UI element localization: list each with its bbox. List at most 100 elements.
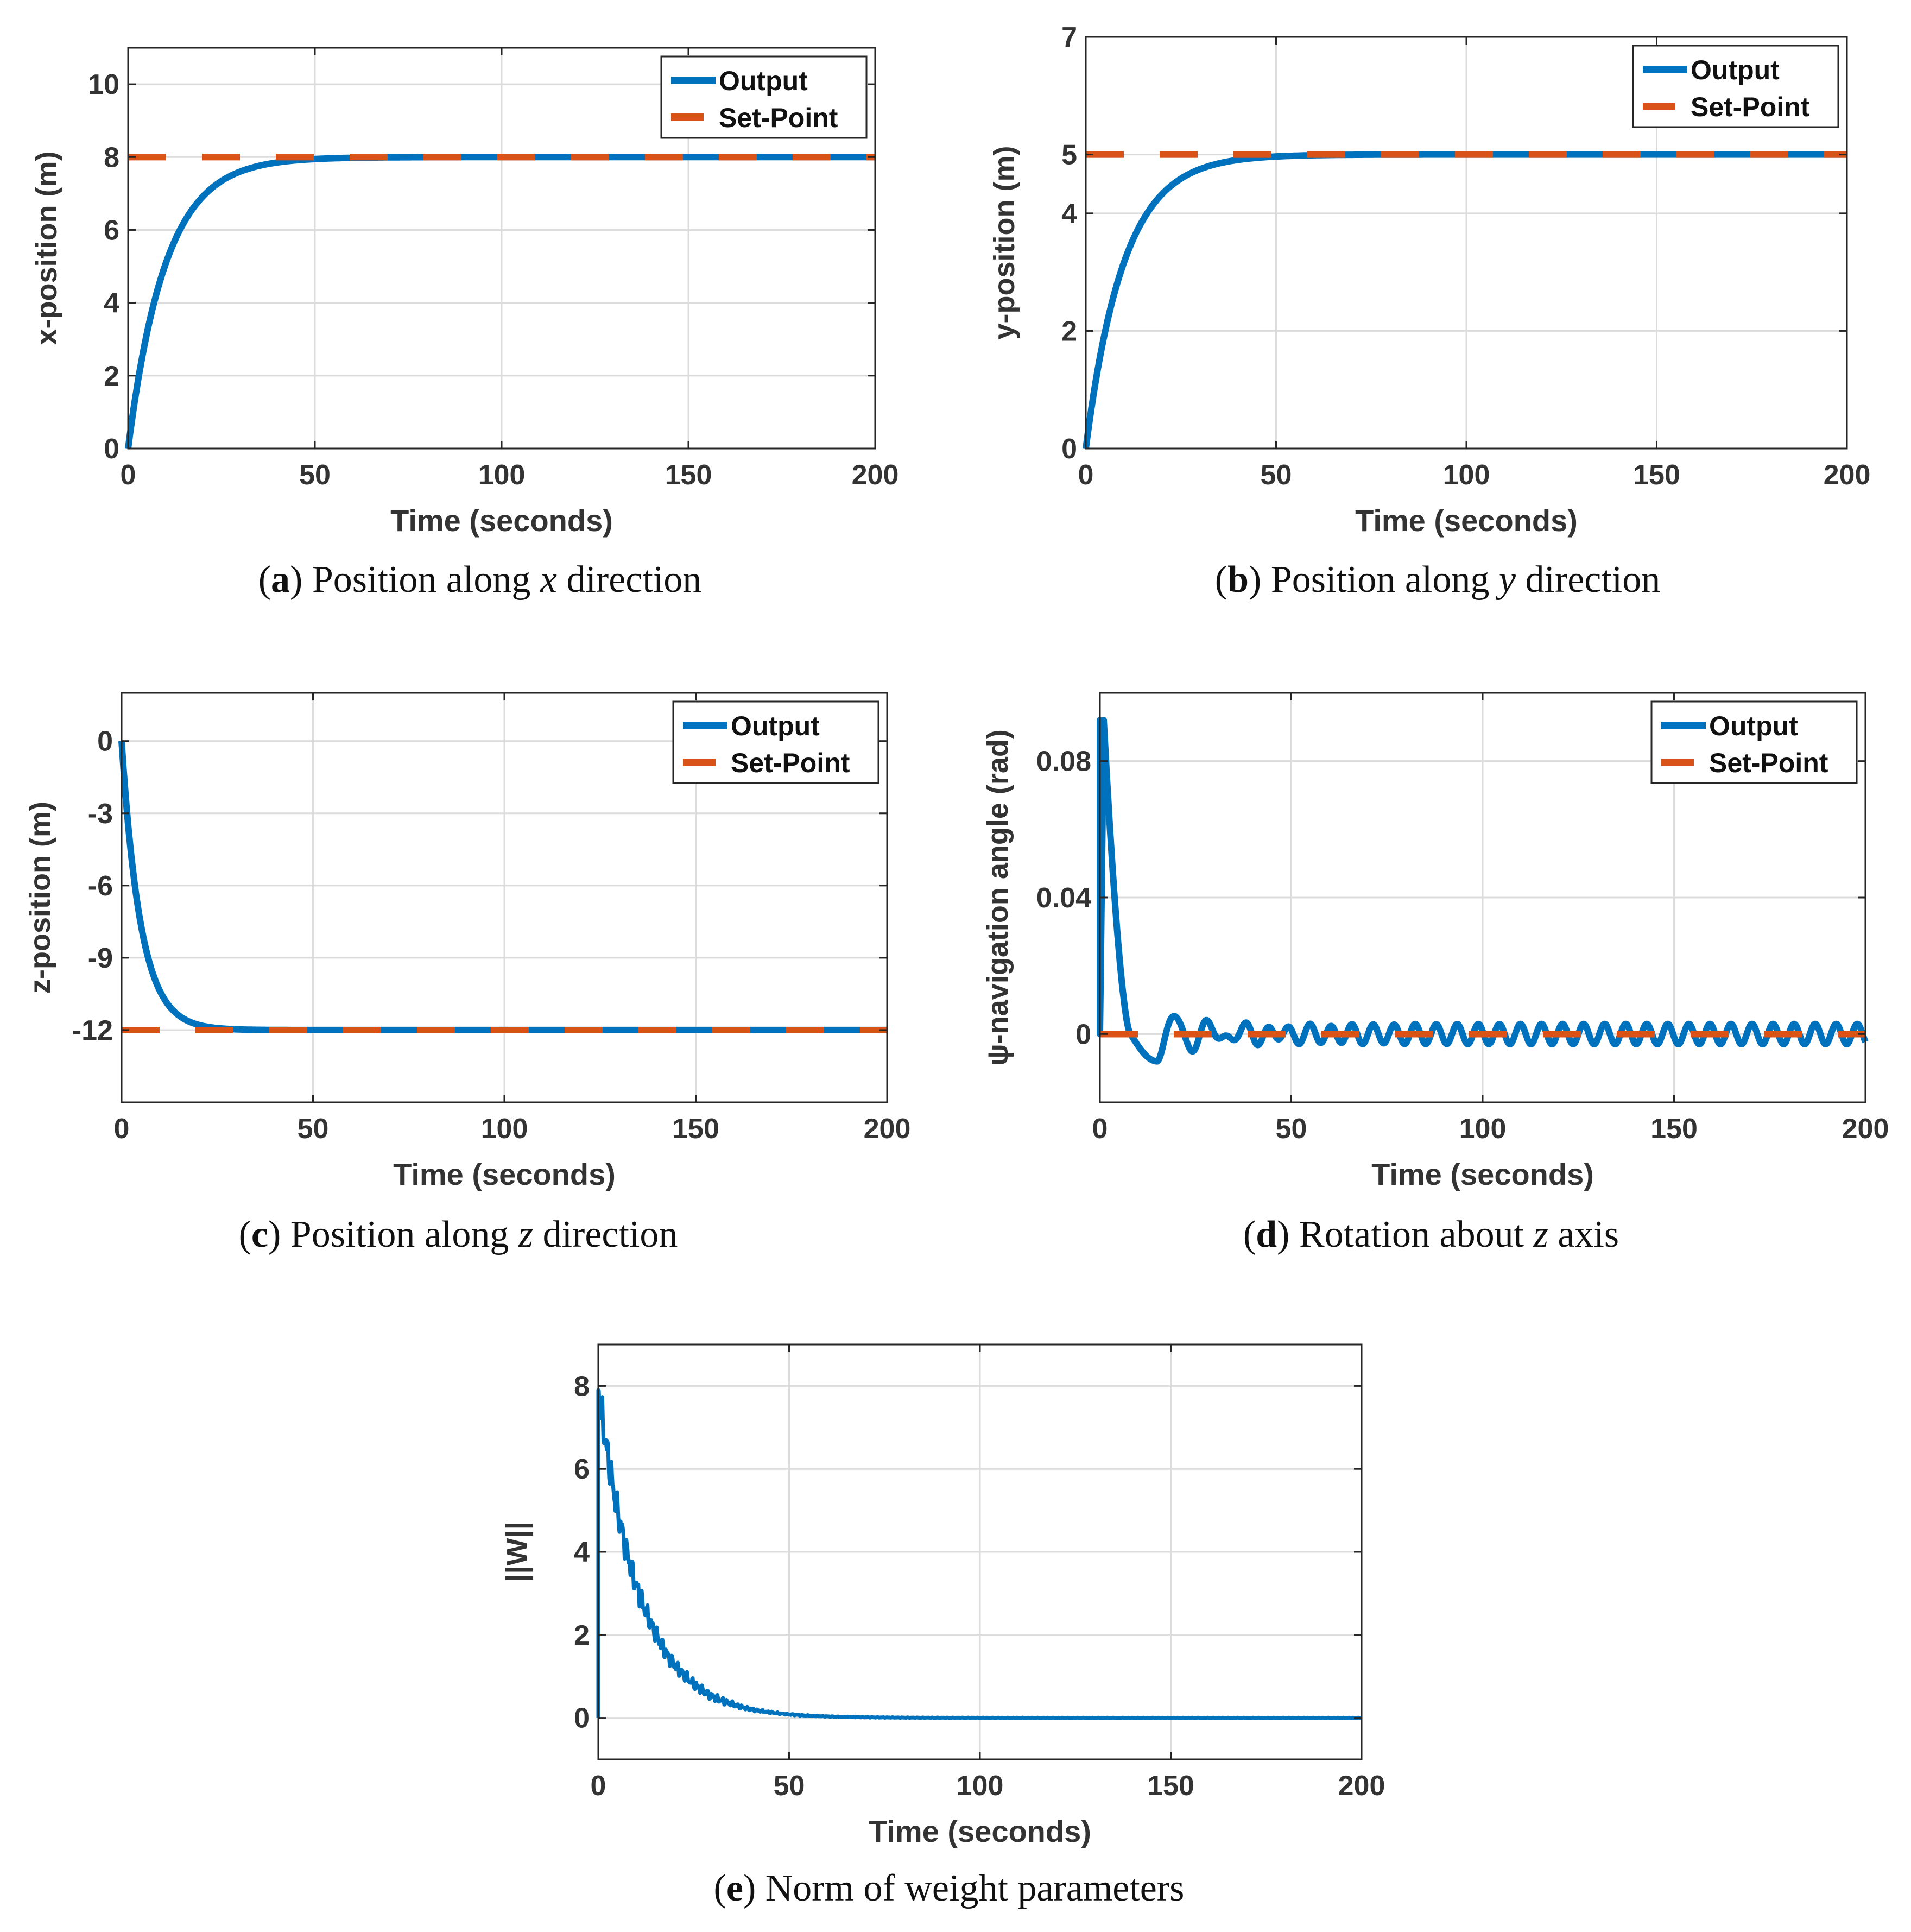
caption-text: Position along: [302, 559, 540, 601]
legend: Output Set-Point: [660, 55, 868, 139]
caption-letter: c: [251, 1214, 268, 1255]
y-tick-label: 0: [104, 433, 119, 465]
y-axis-label: ψ-navigation angle (rad): [982, 729, 1014, 1066]
y-tick-label: -9: [88, 943, 113, 974]
chart-panel-c: 0 50 100 150 200 0 -3 -6 -9 -12 Time (seconds) z-po…: [24, 692, 911, 1255]
y-tick-label: 0: [1061, 433, 1077, 465]
x-tick-label: 150: [1650, 1113, 1698, 1145]
chart-panel-d: 0 50 100 150 200 0 0.04 0.08 Time (seconds) ψ-nav…: [982, 692, 1889, 1255]
x-tick-label: 100: [478, 459, 526, 491]
caption-paren-close: ): [1249, 559, 1261, 601]
x-tick-label: 50: [1261, 459, 1292, 491]
x-tick-label: 0: [1078, 459, 1094, 491]
y-axis-label: x-position (m): [30, 151, 63, 345]
y-tick-label: 4: [574, 1537, 590, 1568]
y-tick-label: 4: [1061, 198, 1077, 230]
caption-text: Norm of weight parameters: [756, 1867, 1184, 1909]
caption-paren-open: (: [1243, 1214, 1256, 1255]
caption-paren-close: ): [290, 559, 302, 601]
panel-caption: (e) Norm of weight parameters: [714, 1867, 1185, 1909]
x-tick-label: 150: [672, 1113, 719, 1145]
caption-tail: direction: [533, 1214, 678, 1255]
caption-letter: d: [1256, 1214, 1277, 1255]
legend-label-output: Output: [731, 711, 820, 741]
caption-letter: b: [1227, 559, 1249, 601]
caption-tail: direction: [557, 559, 701, 601]
caption-variable: z: [1533, 1214, 1548, 1255]
panel-caption: (a) Position along x direction: [258, 559, 702, 601]
legend-box: [1650, 700, 1858, 784]
caption-variable: x: [540, 559, 557, 601]
caption-variable: z: [518, 1214, 533, 1255]
caption-paren-open: (: [1215, 559, 1227, 601]
x-tick-label: 0: [121, 459, 136, 491]
y-tick-label: 0: [97, 726, 113, 757]
legend-label-setpoint: Set-Point: [731, 748, 850, 778]
y-tick-label: 10: [88, 69, 119, 100]
caption-text: Position along: [281, 1214, 518, 1255]
chart-panel-e: 0 50 100 150 200 0 2 4 6 8 Time (seconds) ||W|| (e) …: [501, 1343, 1385, 1909]
caption-tail: axis: [1548, 1214, 1619, 1255]
x-tick-label: 0: [114, 1113, 130, 1145]
y-tick-label: 8: [574, 1371, 590, 1402]
x-tick-label: 200: [864, 1113, 911, 1145]
x-tick-label: 100: [1443, 459, 1490, 491]
x-axis-label: Time (seconds): [390, 503, 613, 538]
caption-letter: e: [726, 1867, 743, 1909]
x-tick-label: 200: [1842, 1113, 1889, 1145]
legend-label-output: Output: [719, 66, 808, 96]
legend-label-setpoint: Set-Point: [1691, 92, 1810, 122]
legend: Output Set-Point: [1632, 45, 1839, 128]
y-tick-label: 6: [104, 214, 119, 246]
y-tick-label: 2: [104, 361, 119, 392]
caption-paren-open: (: [239, 1214, 251, 1255]
y-axis-label: ||W||: [501, 1521, 534, 1582]
y-tick-label: -12: [72, 1015, 113, 1046]
legend-box: [660, 55, 868, 139]
x-tick-label: 150: [1633, 459, 1680, 491]
y-tick-label: 2: [1061, 315, 1077, 347]
x-tick-label: 50: [1276, 1113, 1307, 1145]
y-tick-label: 0.04: [1036, 882, 1091, 914]
y-tick-label: 7: [1061, 22, 1077, 53]
caption-letter: a: [271, 559, 290, 601]
x-tick-label: 50: [298, 1113, 329, 1145]
legend: Output Set-Point: [1650, 700, 1858, 784]
y-tick-label: 0: [1075, 1019, 1091, 1050]
x-tick-label: 150: [665, 459, 712, 491]
caption-paren-close: ): [743, 1867, 756, 1909]
x-axis-label: Time (seconds): [1355, 503, 1578, 538]
caption-tail: direction: [1516, 559, 1660, 601]
legend-label-setpoint: Set-Point: [1709, 748, 1828, 778]
y-axis-label: z-position (m): [24, 801, 56, 994]
x-tick-label: 100: [1459, 1113, 1507, 1145]
x-tick-label: 150: [1147, 1770, 1194, 1802]
caption-variable: y: [1496, 559, 1516, 601]
chart-panel-b: 0 50 100 150 200 0 2 4 5 7 Time (seconds) y-positio…: [988, 22, 1870, 601]
x-tick-label: 50: [299, 459, 331, 491]
panel-caption: (b) Position along y direction: [1215, 559, 1660, 601]
y-tick-label: -6: [88, 870, 113, 902]
x-axis-label: Time (seconds): [869, 1814, 1091, 1848]
caption-paren-close: ): [1277, 1214, 1289, 1255]
series-output-line: [596, 1388, 1363, 1720]
legend-box: [672, 700, 879, 784]
caption-text: Position along: [1261, 559, 1499, 601]
caption-paren-close: ): [268, 1214, 281, 1255]
x-tick-label: 200: [852, 459, 899, 491]
legend-label-output: Output: [1709, 711, 1798, 741]
y-tick-label: 0.08: [1036, 746, 1091, 778]
legend-box: [1632, 45, 1839, 128]
chart-panel-a: 0 50 100 150 200 0 2 4 6 8 10 Time (seconds) x-posit…: [30, 47, 899, 601]
x-tick-label: 200: [1338, 1770, 1385, 1802]
y-tick-label: 0: [574, 1703, 590, 1734]
legend-label-output: Output: [1691, 55, 1780, 85]
y-axis-label: y-position (m): [988, 146, 1021, 340]
y-tick-label: 8: [104, 142, 119, 173]
x-tick-label: 100: [957, 1770, 1004, 1802]
panel-caption: (d) Rotation about z axis: [1243, 1214, 1619, 1255]
y-tick-label: 5: [1061, 140, 1077, 171]
y-tick-label: 6: [574, 1454, 590, 1485]
x-axis-label: Time (seconds): [1371, 1157, 1594, 1191]
